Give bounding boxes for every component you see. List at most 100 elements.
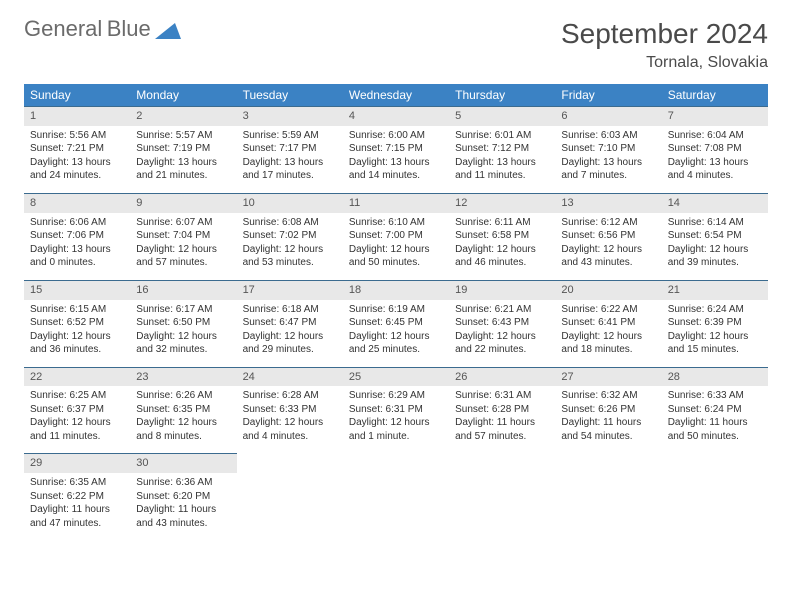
daylight-line2: and 22 minutes. bbox=[455, 343, 549, 357]
sunrise-text: Sunrise: 6:28 AM bbox=[243, 389, 337, 403]
day-content: Sunrise: 6:11 AMSunset: 6:58 PMDaylight:… bbox=[449, 213, 555, 281]
sunset-text: Sunset: 6:41 PM bbox=[561, 316, 655, 330]
sunset-text: Sunset: 6:56 PM bbox=[561, 229, 655, 243]
daylight-line1: Daylight: 12 hours bbox=[30, 330, 124, 344]
day-content: Sunrise: 6:03 AMSunset: 7:10 PMDaylight:… bbox=[555, 126, 661, 194]
daylight-line1: Daylight: 13 hours bbox=[561, 156, 655, 170]
sunrise-text: Sunrise: 6:32 AM bbox=[561, 389, 655, 403]
daylight-line1: Daylight: 13 hours bbox=[243, 156, 337, 170]
daylight-line2: and 15 minutes. bbox=[668, 343, 762, 357]
sunrise-text: Sunrise: 6:31 AM bbox=[455, 389, 549, 403]
day-number: 6 bbox=[555, 107, 661, 126]
day-number: 27 bbox=[555, 367, 661, 386]
logo-triangle-icon bbox=[155, 21, 181, 39]
daylight-line1: Daylight: 12 hours bbox=[561, 243, 655, 257]
daylight-line2: and 57 minutes. bbox=[136, 256, 230, 270]
month-title: September 2024 bbox=[561, 18, 768, 50]
sunrise-text: Sunrise: 6:03 AM bbox=[561, 129, 655, 143]
sunrise-text: Sunrise: 6:08 AM bbox=[243, 216, 337, 230]
weekday-header: Friday bbox=[555, 84, 661, 107]
daylight-line2: and 4 minutes. bbox=[668, 169, 762, 183]
daylight-line2: and 50 minutes. bbox=[668, 430, 762, 444]
sunset-text: Sunset: 7:12 PM bbox=[455, 142, 549, 156]
day-number: 22 bbox=[24, 367, 130, 386]
sunrise-text: Sunrise: 6:14 AM bbox=[668, 216, 762, 230]
daylight-line1: Daylight: 13 hours bbox=[455, 156, 549, 170]
logo: General Blue bbox=[24, 18, 181, 41]
day-content: Sunrise: 6:33 AMSunset: 6:24 PMDaylight:… bbox=[662, 386, 768, 454]
day-content: Sunrise: 6:29 AMSunset: 6:31 PMDaylight:… bbox=[343, 386, 449, 454]
day-number: 10 bbox=[237, 193, 343, 212]
day-number: 30 bbox=[130, 454, 236, 473]
daylight-line1: Daylight: 12 hours bbox=[455, 330, 549, 344]
daylight-line1: Daylight: 11 hours bbox=[561, 416, 655, 430]
day-number: 18 bbox=[343, 280, 449, 299]
daylight-line2: and 8 minutes. bbox=[136, 430, 230, 444]
sunset-text: Sunset: 6:47 PM bbox=[243, 316, 337, 330]
day-content bbox=[343, 473, 449, 540]
weekday-header: Saturday bbox=[662, 84, 768, 107]
daylight-line1: Daylight: 12 hours bbox=[136, 330, 230, 344]
sunrise-text: Sunrise: 6:15 AM bbox=[30, 303, 124, 317]
day-content: Sunrise: 6:24 AMSunset: 6:39 PMDaylight:… bbox=[662, 300, 768, 368]
day-content-row: Sunrise: 6:35 AMSunset: 6:22 PMDaylight:… bbox=[24, 473, 768, 540]
day-number: 29 bbox=[24, 454, 130, 473]
day-number: 17 bbox=[237, 280, 343, 299]
daylight-line1: Daylight: 12 hours bbox=[349, 243, 443, 257]
sunrise-text: Sunrise: 6:33 AM bbox=[668, 389, 762, 403]
daylight-line2: and 53 minutes. bbox=[243, 256, 337, 270]
sunset-text: Sunset: 6:35 PM bbox=[136, 403, 230, 417]
day-content: Sunrise: 6:15 AMSunset: 6:52 PMDaylight:… bbox=[24, 300, 130, 368]
daylight-line1: Daylight: 12 hours bbox=[668, 330, 762, 344]
sunset-text: Sunset: 6:52 PM bbox=[30, 316, 124, 330]
daylight-line2: and 25 minutes. bbox=[349, 343, 443, 357]
day-content: Sunrise: 6:19 AMSunset: 6:45 PMDaylight:… bbox=[343, 300, 449, 368]
daylight-line2: and 39 minutes. bbox=[668, 256, 762, 270]
sunset-text: Sunset: 6:54 PM bbox=[668, 229, 762, 243]
daylight-line1: Daylight: 12 hours bbox=[455, 243, 549, 257]
daylight-line2: and 21 minutes. bbox=[136, 169, 230, 183]
sunrise-text: Sunrise: 6:36 AM bbox=[136, 476, 230, 490]
sunrise-text: Sunrise: 6:35 AM bbox=[30, 476, 124, 490]
daylight-line1: Daylight: 13 hours bbox=[136, 156, 230, 170]
daylight-line1: Daylight: 13 hours bbox=[668, 156, 762, 170]
day-number: 26 bbox=[449, 367, 555, 386]
sunset-text: Sunset: 6:24 PM bbox=[668, 403, 762, 417]
sunrise-text: Sunrise: 6:18 AM bbox=[243, 303, 337, 317]
sunrise-text: Sunrise: 5:57 AM bbox=[136, 129, 230, 143]
title-block: September 2024 Tornala, Slovakia bbox=[561, 18, 768, 72]
day-number: 21 bbox=[662, 280, 768, 299]
day-content: Sunrise: 6:01 AMSunset: 7:12 PMDaylight:… bbox=[449, 126, 555, 194]
day-number: 2 bbox=[130, 107, 236, 126]
day-content: Sunrise: 6:07 AMSunset: 7:04 PMDaylight:… bbox=[130, 213, 236, 281]
day-number bbox=[343, 454, 449, 473]
daylight-line1: Daylight: 11 hours bbox=[30, 503, 124, 517]
sunset-text: Sunset: 6:43 PM bbox=[455, 316, 549, 330]
day-number bbox=[237, 454, 343, 473]
day-content: Sunrise: 6:28 AMSunset: 6:33 PMDaylight:… bbox=[237, 386, 343, 454]
daylight-line2: and 43 minutes. bbox=[136, 517, 230, 531]
weekday-header: Tuesday bbox=[237, 84, 343, 107]
sunrise-text: Sunrise: 6:06 AM bbox=[30, 216, 124, 230]
sunrise-text: Sunrise: 5:59 AM bbox=[243, 129, 337, 143]
day-number: 5 bbox=[449, 107, 555, 126]
day-content: Sunrise: 6:26 AMSunset: 6:35 PMDaylight:… bbox=[130, 386, 236, 454]
day-content-row: Sunrise: 6:25 AMSunset: 6:37 PMDaylight:… bbox=[24, 386, 768, 454]
sunrise-text: Sunrise: 5:56 AM bbox=[30, 129, 124, 143]
weekday-header: Sunday bbox=[24, 84, 130, 107]
day-content: Sunrise: 5:56 AMSunset: 7:21 PMDaylight:… bbox=[24, 126, 130, 194]
day-number: 3 bbox=[237, 107, 343, 126]
sunrise-text: Sunrise: 6:29 AM bbox=[349, 389, 443, 403]
day-content-row: Sunrise: 5:56 AMSunset: 7:21 PMDaylight:… bbox=[24, 126, 768, 194]
sunrise-text: Sunrise: 6:01 AM bbox=[455, 129, 549, 143]
sunset-text: Sunset: 6:20 PM bbox=[136, 490, 230, 504]
daylight-line1: Daylight: 11 hours bbox=[455, 416, 549, 430]
daylight-line1: Daylight: 13 hours bbox=[30, 156, 124, 170]
day-content: Sunrise: 6:12 AMSunset: 6:56 PMDaylight:… bbox=[555, 213, 661, 281]
day-number bbox=[662, 454, 768, 473]
daylight-line1: Daylight: 12 hours bbox=[136, 243, 230, 257]
header: General Blue September 2024 Tornala, Slo… bbox=[24, 18, 768, 72]
sunrise-text: Sunrise: 6:24 AM bbox=[668, 303, 762, 317]
day-content: Sunrise: 6:22 AMSunset: 6:41 PMDaylight:… bbox=[555, 300, 661, 368]
day-content: Sunrise: 5:59 AMSunset: 7:17 PMDaylight:… bbox=[237, 126, 343, 194]
